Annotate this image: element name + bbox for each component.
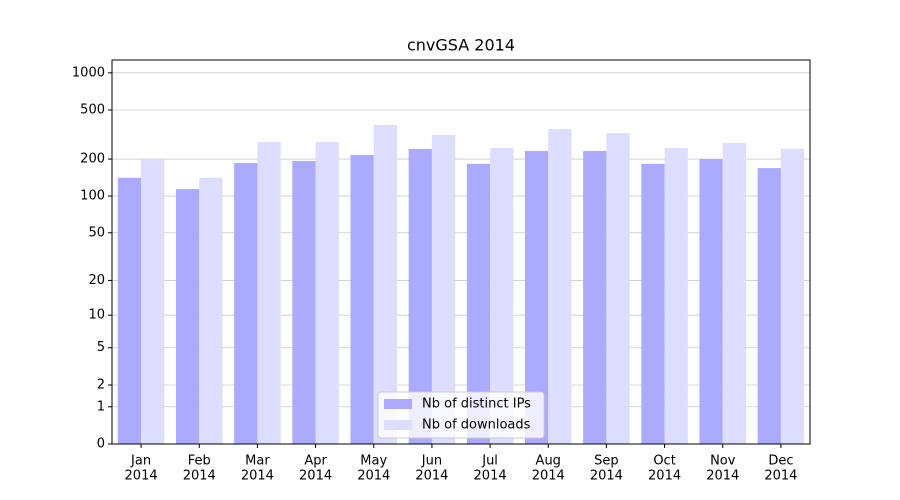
bar (234, 162, 258, 444)
y-tick-label: 0 (97, 437, 105, 452)
x-tick-label: Oct (653, 454, 675, 469)
legend-swatch (384, 399, 412, 409)
x-tick-label: 2014 (590, 469, 623, 484)
bar (664, 148, 688, 444)
legend-swatch (384, 420, 412, 430)
bar (606, 133, 630, 444)
x-tick-label: 2014 (299, 469, 332, 484)
bar (699, 159, 723, 444)
y-tick-label: 100 (80, 189, 105, 204)
bar (431, 134, 456, 445)
y-tick-label: 20 (88, 273, 105, 288)
x-tick-label: Sep (594, 454, 619, 469)
bar (641, 163, 665, 445)
x-tick-label: 2014 (474, 469, 507, 484)
bar (548, 128, 572, 444)
legend-box (377, 391, 545, 439)
bar (408, 148, 432, 445)
x-tick-label: Feb (188, 454, 211, 469)
bar (117, 177, 142, 445)
x-tick-label: 2014 (532, 469, 565, 484)
bar (257, 142, 281, 444)
x-tick-label: 2014 (648, 469, 681, 484)
y-tick-label: 5 (97, 340, 105, 355)
x-tick-label: Nov (710, 454, 736, 469)
x-tick-label: 2014 (415, 469, 448, 484)
y-tick-label: 50 (88, 225, 105, 240)
x-tick-label: Jan (130, 454, 151, 469)
x-tick-label: May (360, 454, 387, 469)
x-tick-label: Mar (245, 454, 270, 469)
x-tick-label: Dec (768, 454, 793, 469)
x-tick-label: 2014 (357, 469, 390, 484)
bar (315, 142, 339, 444)
y-tick-label: 2 (97, 377, 105, 392)
bar (292, 160, 316, 444)
bar (722, 143, 747, 444)
x-tick-label: Jun (421, 454, 442, 469)
x-tick-label: Jul (481, 454, 498, 469)
bar (780, 148, 805, 445)
y-tick-label: 1 (97, 399, 105, 414)
x-tick-label: 2014 (706, 469, 739, 484)
x-tick-label: 2014 (241, 469, 274, 484)
y-tick-label: 500 (80, 103, 105, 118)
plot-frame (111, 59, 811, 445)
x-tick-label: Aug (536, 454, 561, 469)
bar (583, 150, 607, 445)
x-tick-label: 2014 (125, 469, 158, 484)
y-tick-label: 10 (88, 308, 105, 323)
bar (175, 189, 200, 444)
legend-label: Nb of distinct IPs (422, 397, 531, 412)
bar (141, 159, 165, 444)
bar (199, 177, 223, 445)
legend-label: Nb of downloads (422, 418, 531, 433)
bar (490, 148, 514, 444)
y-tick-label: 1000 (72, 65, 105, 80)
x-tick-label: Apr (304, 454, 327, 469)
bar (757, 168, 781, 444)
bar (350, 154, 374, 445)
bar (524, 150, 549, 445)
x-tick-label: 2014 (764, 469, 797, 484)
chart-title: cnvGSA 2014 (407, 36, 515, 55)
bar (373, 125, 398, 444)
x-tick-label: 2014 (183, 469, 216, 484)
y-tick-label: 200 (80, 152, 105, 167)
bar (466, 163, 491, 445)
